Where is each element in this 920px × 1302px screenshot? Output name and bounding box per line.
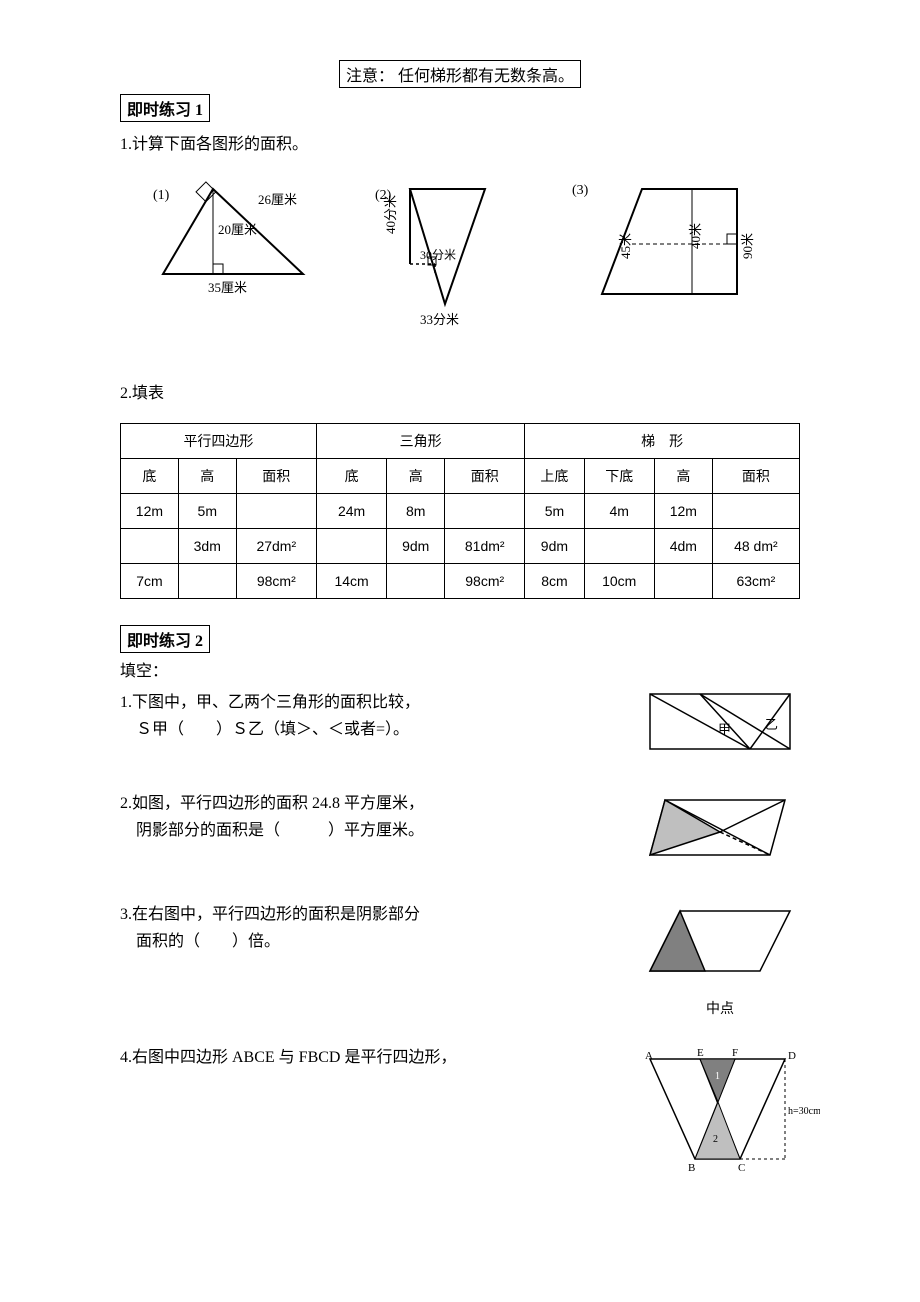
th-para: 平行四边形 — [121, 424, 317, 459]
lblA: A — [645, 1050, 653, 1062]
fig1-35: 35厘米 — [208, 280, 247, 294]
sub4: 高 — [387, 459, 445, 494]
fig1-20: 20厘米 — [218, 222, 257, 237]
fig2: (2) 40分米 30分米 33分米 — [375, 174, 515, 339]
lblC: C — [738, 1162, 745, 1174]
fig3: (3) 45米 40米 90米 — [572, 174, 772, 319]
fig1-num: (1) — [153, 188, 170, 203]
q3-diagram: 中点 — [640, 901, 800, 1018]
jia: 甲 — [718, 722, 731, 737]
th-trap: 梯 形 — [525, 424, 800, 459]
lblH: h=30cm — [788, 1106, 820, 1117]
q2a: 2.如图，平行四边形的面积 24.8 平方厘米， — [120, 790, 620, 817]
p2-q1: 1.下图中，甲、乙两个三角形的面积比较， Ｓ甲（ ）Ｓ乙（填＞、＜或者=）。 甲… — [120, 689, 800, 764]
sub3: 底 — [316, 459, 386, 494]
practice1-title: 即时练习 1 — [120, 94, 210, 122]
p1-q1: 1.计算下面各图形的面积。 — [120, 130, 800, 154]
lblF: F — [732, 1047, 738, 1059]
r1: 1 — [715, 1071, 720, 1082]
lblD: D — [788, 1050, 796, 1062]
lblB: B — [688, 1162, 695, 1174]
th-tri: 三角形 — [316, 424, 524, 459]
table-row: 12m5m 24m8m 5m4m12m — [121, 494, 800, 529]
p2-q2: 2.如图，平行四边形的面积 24.8 平方厘米， 阴影部分的面积是（ ）平方厘米… — [120, 790, 800, 875]
fig3-num: (3) — [572, 183, 589, 198]
sub2: 面积 — [236, 459, 316, 494]
sub7: 下底 — [584, 459, 654, 494]
q1a: 1.下图中，甲、乙两个三角形的面积比较， — [120, 689, 620, 716]
q2-diagram — [640, 790, 800, 875]
fig1: (1) 26厘米 20厘米 35厘米 — [148, 174, 318, 299]
lblE: E — [697, 1047, 704, 1059]
fig1-26: 26厘米 — [258, 192, 297, 207]
sub0: 底 — [121, 459, 179, 494]
sub6: 上底 — [525, 459, 584, 494]
sub8: 高 — [654, 459, 712, 494]
fig3-40: 40米 — [688, 223, 703, 249]
practice2-title: 即时练习 2 — [120, 625, 210, 653]
fig2-40: 40分米 — [383, 195, 398, 234]
fig3-45: 45米 — [618, 233, 633, 259]
p2-q3: 3.在右图中，平行四边形的面积是阴影部分 面积的（ ）倍。 中点 — [120, 901, 800, 1018]
q1-diagram: 甲 乙 — [640, 689, 800, 764]
q4: 4.右图中四边形 ABCE 与 FBCD 是平行四边形， — [120, 1044, 620, 1071]
q3-mid: 中点 — [640, 998, 800, 1018]
fig2-33: 33分米 — [420, 312, 459, 327]
table-row: 3dm27dm² 9dm81dm² 9dm4dm48 dm² — [121, 529, 800, 564]
fig2-30: 30分米 — [420, 248, 456, 262]
figures-row: (1) 26厘米 20厘米 35厘米 (2) 40分米 30分米 33分米 (3… — [120, 174, 800, 339]
sub1: 高 — [178, 459, 236, 494]
sub9: 面积 — [712, 459, 799, 494]
r2: 2 — [713, 1134, 718, 1145]
data-table: 平行四边形 三角形 梯 形 底 高 面积 底 高 面积 上底 下底 高 面积 1… — [120, 423, 800, 599]
note-box: 注意： 任何梯形都有无数条高。 — [339, 60, 581, 88]
p2-q4: 4.右图中四边形 ABCE 与 FBCD 是平行四边形， A E F D B C… — [120, 1044, 800, 1179]
p1-q2: 2.填表 — [120, 379, 800, 403]
p2-head: 填空： — [120, 657, 800, 681]
q2b: 阴影部分的面积是（ ）平方厘米。 — [120, 817, 620, 844]
yi: 乙 — [765, 717, 778, 732]
q4-diagram: A E F D B C h=30cm 1 2 — [640, 1044, 800, 1179]
sub5: 面积 — [445, 459, 525, 494]
table-row: 7cm98cm² 14cm98cm² 8cm10cm63cm² — [121, 564, 800, 599]
fig3-90: 90米 — [740, 233, 755, 259]
q3a: 3.在右图中，平行四边形的面积是阴影部分 — [120, 901, 620, 928]
q3b: 面积的（ ）倍。 — [120, 928, 620, 955]
q1b: Ｓ甲（ ）Ｓ乙（填＞、＜或者=）。 — [120, 716, 620, 743]
